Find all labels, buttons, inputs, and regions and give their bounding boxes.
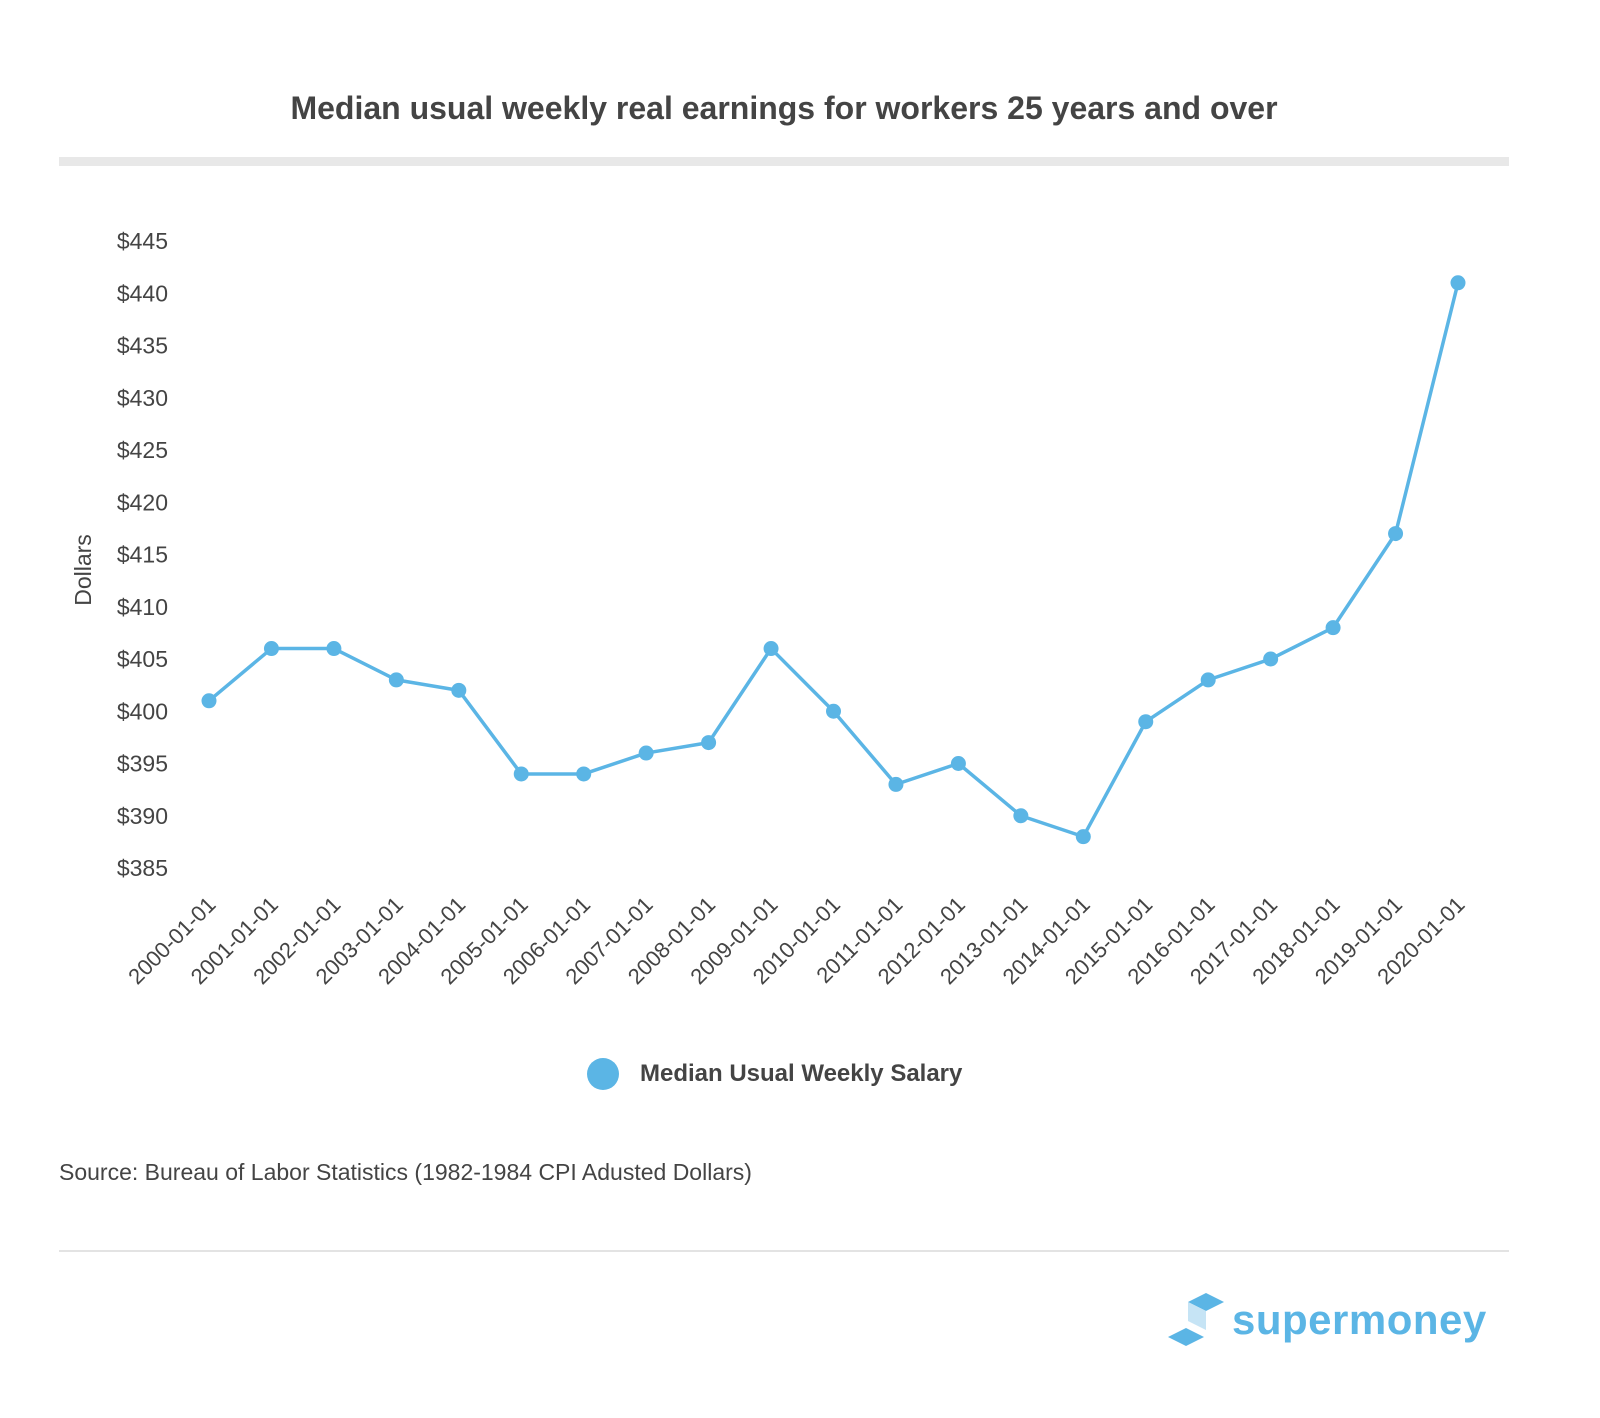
data-point [1075, 829, 1091, 845]
data-point [701, 735, 717, 751]
y-tick-label: $420 [117, 489, 168, 515]
data-point [950, 756, 966, 771]
data-point [826, 703, 841, 719]
data-point [326, 641, 342, 657]
data-point [1388, 526, 1404, 542]
data-point [513, 766, 529, 782]
y-tick-label: $395 [117, 751, 168, 777]
data-point [1450, 275, 1466, 291]
legend-label: Median Usual Weekly Salary [640, 1060, 963, 1087]
legend: Median Usual Weekly Salary [587, 1058, 962, 1090]
data-point [763, 641, 779, 657]
data-point [576, 766, 592, 782]
y-tick-label: $410 [117, 594, 168, 620]
y-tick-label: $445 [117, 228, 168, 254]
y-tick-label: $425 [117, 437, 168, 463]
data-point [388, 672, 404, 688]
legend-marker [587, 1058, 619, 1090]
data-point [1138, 714, 1154, 730]
data-point [638, 745, 654, 761]
data-point [263, 641, 279, 657]
chart-title: Median usual weekly real earnings for wo… [290, 90, 1278, 126]
data-point [1200, 672, 1216, 688]
y-tick-label: $400 [117, 698, 168, 724]
y-axis-label: Dollars [70, 534, 96, 606]
footer-divider [59, 1250, 1509, 1252]
data-point [201, 693, 217, 709]
y-tick-label: $415 [117, 542, 168, 568]
data-point [1013, 808, 1029, 824]
y-tick-label: $440 [117, 280, 168, 306]
title-divider [59, 157, 1509, 166]
series-line [207, 282, 1460, 839]
data-point [451, 682, 467, 698]
supermoney-logo: supermoney [1168, 1292, 1487, 1348]
line-chart: Dollars $385 $390 $395 $400 $405 $410 $415 $420… [70, 228, 1470, 989]
data-point [1325, 620, 1341, 636]
y-tick-label: $390 [117, 803, 168, 829]
y-tick-label: $430 [117, 385, 168, 411]
logo-text: supermoney [1232, 1296, 1487, 1343]
y-tick-label: $385 [117, 855, 168, 881]
data-point [1263, 651, 1279, 667]
data-point [888, 776, 904, 792]
source-note: Source: Bureau of Labor Statistics (1982… [59, 1159, 752, 1185]
logo-icon [1168, 1293, 1224, 1346]
y-tick-label: $435 [117, 333, 168, 359]
y-tick-label: $405 [117, 646, 168, 672]
